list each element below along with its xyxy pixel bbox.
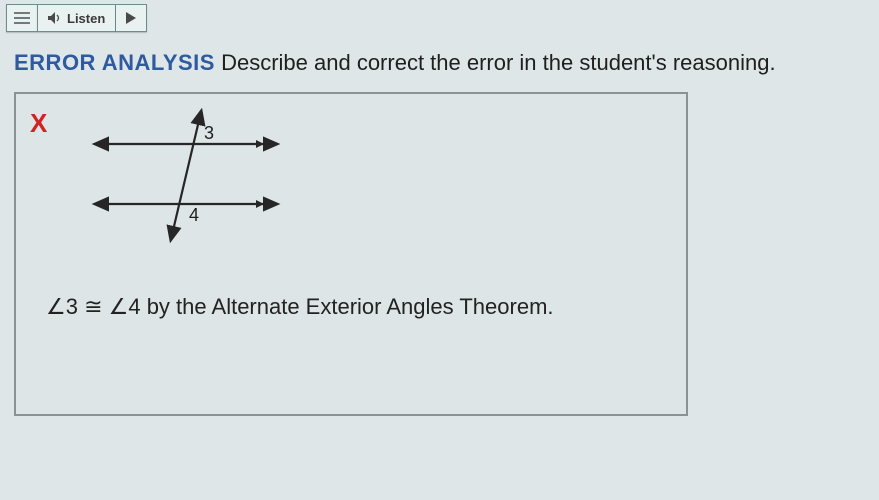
parallel-tick-bottom [256, 200, 264, 208]
angle-3-label: 3 [204, 123, 214, 143]
menu-icon[interactable] [6, 4, 37, 32]
prompt-text: Describe and correct the error in the st… [215, 50, 776, 75]
play-icon [126, 12, 136, 24]
theorem-text: by the Alternate Exterior Angles Theorem… [141, 294, 554, 319]
error-x-mark: X [30, 108, 47, 139]
play-button[interactable] [116, 4, 147, 32]
listen-button[interactable]: Listen [37, 4, 116, 32]
prompt-row: ERROR ANALYSIS Describe and correct the … [0, 32, 879, 86]
parallel-tick-top [256, 140, 264, 148]
prompt-heading: ERROR ANALYSIS [14, 50, 215, 75]
angle-4-label: 4 [189, 205, 199, 225]
congruence-expression: ∠3 ≅ ∠4 [46, 294, 141, 319]
speaker-icon [48, 12, 62, 24]
geometry-diagram: 3 4 [86, 104, 306, 254]
student-statement: ∠3 ≅ ∠4 by the Alternate Exterior Angles… [46, 294, 554, 320]
listen-label: Listen [67, 11, 105, 26]
problem-box: X 3 4 ∠3 ≅ ∠4 by the Alternate Exterior … [14, 92, 688, 416]
toolbar: Listen [0, 0, 879, 32]
